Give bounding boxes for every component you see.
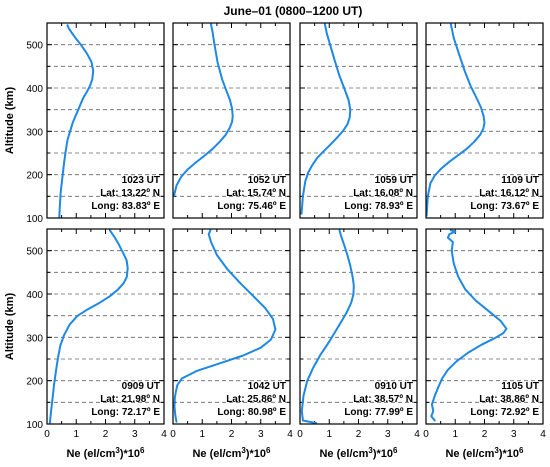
panel-annotation: Long: 72.17º E — [91, 407, 160, 418]
panel-bottom-3: 0910 UT Lat: 38.57º N Long: 77.99º E 0 1 2 3 4 — [297, 228, 420, 440]
ne-profile-line — [48, 229, 129, 424]
panel-frame — [172, 228, 291, 425]
panel-annotation: Long: 73.67º E — [470, 201, 539, 212]
x-tick-label: 2 — [103, 429, 109, 440]
x-tick-label: 4 — [414, 429, 420, 440]
x-axis-label: Ne (el/cm3)*106 — [192, 446, 271, 460]
x-tick-label: 3 — [132, 429, 138, 440]
y-axis-label: Altitude (km) — [4, 87, 16, 155]
ne-profile-line — [425, 23, 486, 217]
x-tick-label: 2 — [356, 429, 362, 440]
x-tick-label: 1 — [326, 429, 332, 440]
panel-annotation: Lat: 15.74º N — [226, 188, 286, 199]
panel-annotation: 1042 UT — [248, 381, 286, 392]
x-axis-label: Ne (el/cm3)*106 — [445, 446, 524, 460]
panel-frame — [46, 228, 165, 425]
y-axis-label: Altitude (km) — [4, 293, 16, 361]
panel-top-4: 1109 UT Lat: 16.12º N Long: 73.67º E — [425, 22, 544, 219]
x-tick-label: 1 — [452, 429, 458, 440]
panel-annotation: Long: 83.83º E — [91, 201, 160, 212]
x-tick-label: 3 — [258, 429, 264, 440]
panel-annotation: Lat: 16.12º N — [479, 188, 539, 199]
panel-annotation: Lat: 38.86º N — [479, 394, 539, 405]
panel-frame — [46, 22, 165, 219]
x-tick-label: 4 — [540, 429, 546, 440]
panel-annotation: Long: 77.99º E — [344, 407, 413, 418]
x-tick-label: 2 — [229, 429, 235, 440]
panel-annotation: Lat: 38.57º N — [353, 394, 413, 405]
panel-top-3: 1059 UT Lat: 16.08º N Long: 78.93º E — [299, 22, 418, 219]
y-tick-label: 300 — [26, 127, 43, 138]
panel-annotation: 1109 UT — [501, 175, 539, 186]
x-axis-label: Ne (el/cm3)*106 — [319, 446, 398, 460]
x-tick-label: 0 — [44, 429, 50, 440]
panel-annotation: Long: 80.98º E — [217, 407, 286, 418]
panel-annotation: Lat: 16.08º N — [353, 188, 413, 199]
panel-top-2: 1052 UT Lat: 15.74º N Long: 75.46º E — [172, 22, 291, 219]
x-tick-label: 1 — [73, 429, 79, 440]
ne-profile-line — [58, 24, 95, 218]
y-tick-label: 200 — [26, 377, 43, 388]
panel-annotation: 1023 UT — [122, 175, 160, 186]
ne-profile-line — [173, 229, 277, 423]
y-tick-label: 500 — [26, 41, 43, 52]
x-tick-label: 3 — [511, 429, 517, 440]
ne-profile-line — [300, 229, 355, 425]
y-tick-label: 100 — [26, 420, 43, 431]
panel-annotation: Long: 75.46º E — [217, 201, 286, 212]
panel-annotation: Lat: 21.98º N — [100, 394, 160, 405]
x-axis-label: Ne (el/cm3)*106 — [66, 446, 145, 460]
x-tick-label: 4 — [161, 429, 167, 440]
panel-bottom-4: 1105 UT Lat: 38.86º N Long: 72.92º E 0 1 2 3 4 — [423, 228, 546, 440]
panel-frame — [299, 22, 418, 219]
x-tick-label: 2 — [482, 429, 488, 440]
ne-profile-line — [172, 23, 234, 198]
panel-frame — [299, 228, 418, 425]
panel-frame — [172, 22, 291, 219]
panel-annotation: Lat: 13.22º N — [100, 188, 160, 199]
x-tick-label: 0 — [170, 429, 176, 440]
panel-frame — [425, 228, 544, 425]
y-tick-label: 300 — [26, 333, 43, 344]
x-tick-label: 4 — [287, 429, 293, 440]
y-tick-label: 400 — [26, 290, 43, 301]
panel-frame — [425, 22, 544, 219]
ne-profile-line — [430, 229, 508, 422]
panel-bottom-1: 0909 UT Lat: 21.98º N Long: 72.17º E 100 200… — [26, 228, 167, 440]
y-tick-label: 100 — [26, 214, 43, 225]
x-tick-label: 0 — [297, 429, 303, 440]
panel-annotation: 1059 UT — [375, 175, 413, 186]
ne-profile-line — [300, 23, 352, 215]
y-tick-label: 500 — [26, 247, 43, 258]
panel-annotation: Long: 78.93º E — [344, 201, 413, 212]
x-tick-label: 1 — [199, 429, 205, 440]
panel-annotation: 1105 UT — [501, 381, 539, 392]
panel-annotation: 0910 UT — [375, 381, 413, 392]
y-tick-label: 400 — [26, 84, 43, 95]
panel-annotation: Long: 72.92º E — [470, 407, 539, 418]
panel-annotation: 1052 UT — [248, 175, 286, 186]
x-tick-label: 0 — [423, 429, 429, 440]
x-tick-label: 3 — [385, 429, 391, 440]
panel-annotation: 0909 UT — [122, 381, 160, 392]
panel-annotation: Lat: 25.86º N — [226, 394, 286, 405]
panel-top-1: 1023 UT Lat: 13.22º N Long: 83.83º E 100 200… — [26, 22, 165, 225]
chart-title: June–01 (0800–1200 UT) — [224, 4, 363, 18]
panel-bottom-2: 1042 UT Lat: 25.86º N Long: 80.98º E 0 1 2 3 4 — [170, 228, 293, 440]
y-tick-label: 200 — [26, 171, 43, 182]
